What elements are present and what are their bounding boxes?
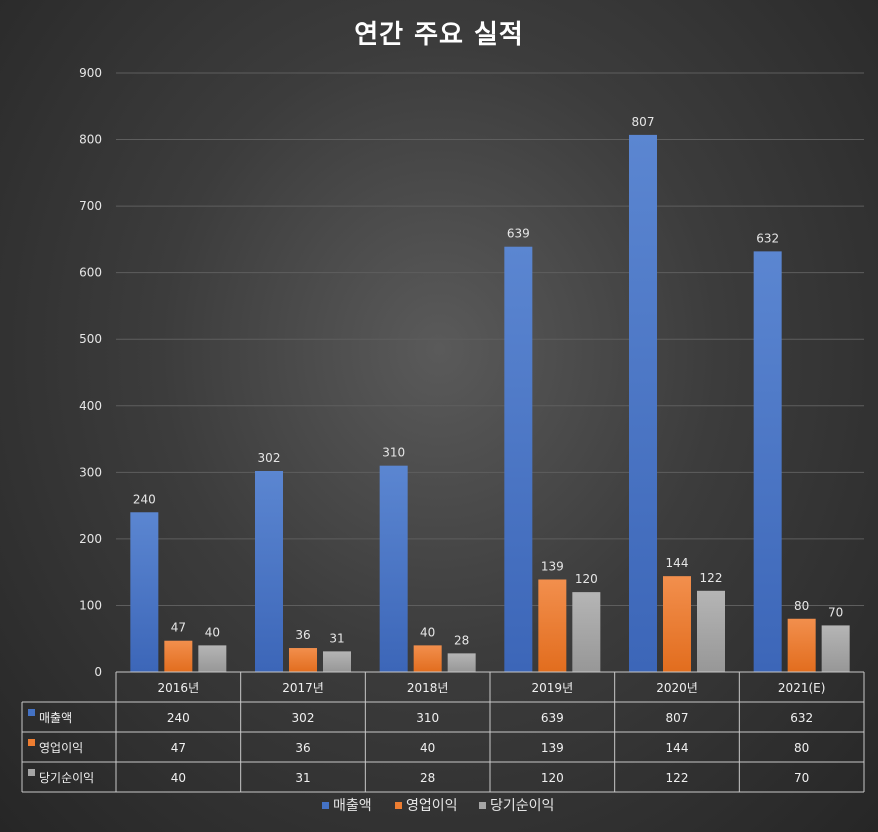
- x-tick-label: 2021(E): [778, 681, 825, 695]
- data-label: 47: [171, 621, 186, 635]
- y-tick-label: 900: [79, 66, 102, 80]
- table-cell: 80: [794, 741, 809, 755]
- bar-3: [572, 592, 601, 672]
- legend-label: 당기순이익: [490, 798, 554, 814]
- data-label: 80: [794, 599, 809, 613]
- bar-1: [130, 512, 159, 672]
- table-cell: 144: [666, 741, 689, 755]
- bar-2: [164, 640, 193, 672]
- table-cell: 807: [666, 711, 689, 725]
- data-label: 807: [632, 115, 655, 129]
- x-tick-label: 2019년: [532, 681, 574, 695]
- table-cell: 28: [420, 771, 435, 785]
- x-tick-label: 2020년: [656, 681, 698, 695]
- y-tick-label: 0: [94, 665, 102, 679]
- y-tick-label: 200: [79, 532, 102, 546]
- table-cell: 139: [541, 741, 564, 755]
- y-tick-label: 700: [79, 199, 102, 213]
- bar-2: [413, 645, 442, 672]
- bar-1: [753, 251, 782, 672]
- table-cell: 639: [541, 711, 564, 725]
- table-cell: 31: [295, 771, 310, 785]
- bar-1: [629, 134, 657, 672]
- bar-3: [198, 645, 227, 672]
- bar-3: [323, 651, 351, 672]
- table-series-name: 당기순이익: [39, 771, 94, 785]
- table-cell: 47: [171, 741, 186, 755]
- legend-label: 영업이익: [406, 798, 458, 814]
- table-series-name: 영업이익: [39, 741, 83, 755]
- y-tick-label: 400: [79, 399, 102, 413]
- legend-label: 매출액: [333, 798, 372, 814]
- data-label: 120: [575, 572, 598, 586]
- data-label: 139: [541, 559, 564, 573]
- bar-2: [663, 576, 691, 672]
- data-label: 70: [828, 605, 843, 619]
- bar-3: [697, 590, 725, 672]
- table-cell: 632: [790, 711, 813, 725]
- data-label: 639: [507, 227, 530, 241]
- table-cell: 36: [295, 741, 310, 755]
- data-label: 31: [329, 631, 344, 645]
- bar-2: [538, 579, 567, 672]
- table-cell: 302: [292, 711, 315, 725]
- data-label: 632: [756, 231, 779, 245]
- bar-3: [821, 625, 850, 672]
- legend-key: [322, 802, 329, 809]
- bar-3: [447, 653, 476, 672]
- y-tick-label: 500: [79, 332, 102, 346]
- table-legend-key: [28, 709, 35, 716]
- legend-key: [395, 802, 402, 809]
- table-cell: 310: [416, 711, 439, 725]
- data-label: 28: [454, 633, 469, 647]
- x-tick-label: 2016년: [158, 681, 200, 695]
- data-label: 310: [382, 446, 405, 460]
- table-legend-key: [28, 739, 35, 746]
- bar-1: [379, 465, 408, 672]
- x-tick-label: 2017년: [282, 681, 324, 695]
- table-series-name: 매출액: [39, 711, 72, 725]
- data-label: 36: [295, 628, 310, 642]
- table-cell: 240: [167, 711, 190, 725]
- data-label: 302: [258, 451, 281, 465]
- table-legend-key: [28, 769, 35, 776]
- table-cell: 40: [420, 741, 435, 755]
- bar-2: [787, 618, 816, 672]
- data-label: 144: [666, 556, 689, 570]
- bar-2: [289, 648, 317, 672]
- data-label: 40: [420, 625, 435, 639]
- bar-1: [255, 471, 283, 672]
- table-cell: 122: [666, 771, 689, 785]
- table-cell: 40: [171, 771, 186, 785]
- data-label: 40: [205, 625, 220, 639]
- y-tick-label: 800: [79, 133, 102, 147]
- data-label: 122: [700, 571, 723, 585]
- y-tick-label: 100: [79, 598, 102, 612]
- y-tick-label: 600: [79, 266, 102, 280]
- table-cell: 70: [794, 771, 809, 785]
- bar-1: [504, 246, 533, 672]
- y-tick-label: 300: [79, 465, 102, 479]
- data-label: 240: [133, 492, 156, 506]
- table-cell: 120: [541, 771, 564, 785]
- legend-key: [479, 802, 486, 809]
- chart-title: 연간 주요 실적: [354, 20, 524, 50]
- x-tick-label: 2018년: [407, 681, 449, 695]
